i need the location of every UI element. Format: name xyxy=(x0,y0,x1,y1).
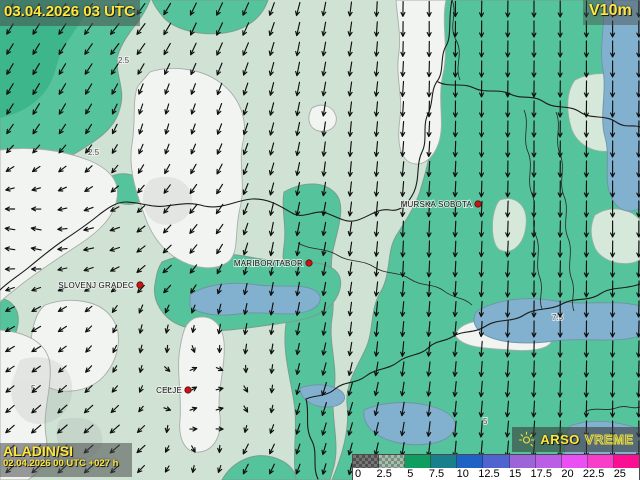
legend-tick-2.5: 2.5 xyxy=(376,468,392,480)
legend-tick-25: 25 xyxy=(613,468,626,480)
city-label: CELJE xyxy=(156,386,182,395)
city-label: MARIBOR/TABOR xyxy=(234,259,303,268)
contour-label: 2.5 xyxy=(118,56,130,65)
branding-org: ARSO xyxy=(540,432,580,447)
legend-swatch-4 xyxy=(457,455,484,468)
contour-label: 7.5 xyxy=(552,313,564,322)
legend-swatch-7 xyxy=(535,455,562,468)
legend-tick-22.5: 22.5 xyxy=(582,468,605,480)
field-label-text: V10m xyxy=(589,2,632,19)
valid-time-text: 03.04.2026 03 UTC xyxy=(4,3,135,20)
contour-label: 2.5 xyxy=(88,148,100,157)
legend-swatch-2 xyxy=(405,455,432,468)
branding-box: ARSO VREME xyxy=(512,427,640,452)
field-label-box: V10m xyxy=(583,0,640,25)
legend-swatch-1 xyxy=(379,455,406,468)
legend-tick-12.5: 12.5 xyxy=(478,468,500,480)
legend-tick-7.5: 7.5 xyxy=(428,468,445,480)
legend-tick-5: 5 xyxy=(407,468,414,480)
legend-tick-labels: 0 2.5 5 7.5 10 12.5 15 17.5 20 22.5 25 xyxy=(353,468,639,480)
city-label: MURSKA SOBOTA xyxy=(401,200,473,209)
legend-swatch-6 xyxy=(509,455,536,468)
city-marker xyxy=(474,200,482,208)
legend-tick-17.5: 17.5 xyxy=(530,468,552,480)
city-label: SLOVENJ GRADEC xyxy=(58,281,134,290)
city-marker xyxy=(136,281,144,289)
valid-time-box: 03.04.2026 03 UTC xyxy=(0,0,140,26)
wind-speed-legend: 0 2.5 5 7.5 10 12.5 15 17.5 20 22.5 25 xyxy=(352,454,640,480)
legend-tick-15: 15 xyxy=(508,468,522,480)
city-marker xyxy=(184,386,192,394)
city-marker xyxy=(305,259,313,267)
sun-icon xyxy=(519,431,535,447)
legend-swatch-3 xyxy=(431,455,458,468)
city-markers: MURSKA SOBOTA MARIBOR/TABOR SLOVENJ GRADEC… xyxy=(57,199,482,396)
model-name: ALADIN/SI xyxy=(3,443,73,459)
branding-product: VREME xyxy=(584,432,634,448)
legend-swatch-0 xyxy=(353,455,380,468)
model-info-box: ALADIN/SI 02.04.2026 00 UTC +027 h xyxy=(0,443,132,477)
legend-swatch-10 xyxy=(613,455,640,468)
legend-swatch-8 xyxy=(561,455,588,468)
legend-tick-0: 0 xyxy=(354,468,362,480)
wind-region-green-dark xyxy=(0,0,92,118)
model-run-info: 02.04.2026 00 UTC +027 h xyxy=(3,458,119,470)
legend-color-bar xyxy=(353,455,640,468)
legend-tick-20: 20 xyxy=(561,468,574,480)
legend-swatch-9 xyxy=(587,455,614,468)
contour-label: 5 xyxy=(483,417,488,426)
legend-tick-10: 10 xyxy=(456,468,469,480)
legend-swatch-5 xyxy=(483,455,510,468)
